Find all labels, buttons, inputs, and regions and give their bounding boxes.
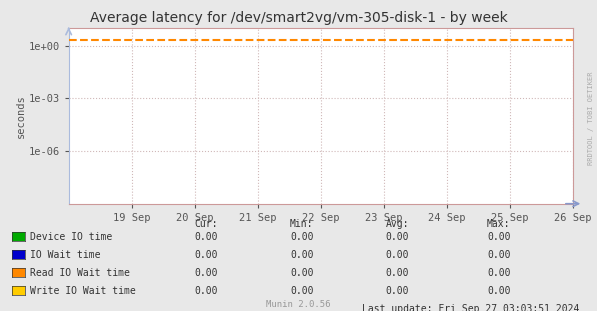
Text: 0.00: 0.00 — [487, 250, 510, 260]
Text: Min:: Min: — [290, 219, 313, 229]
Text: 0.00: 0.00 — [290, 232, 313, 242]
Text: 0.00: 0.00 — [386, 250, 409, 260]
Text: 0.00: 0.00 — [487, 286, 510, 296]
Text: 0.00: 0.00 — [290, 286, 313, 296]
Text: Write IO Wait time: Write IO Wait time — [30, 286, 136, 296]
Text: Last update: Fri Sep 27 03:03:51 2024: Last update: Fri Sep 27 03:03:51 2024 — [362, 304, 579, 311]
Text: Average latency for /dev/smart2vg/vm-305-disk-1 - by week: Average latency for /dev/smart2vg/vm-305… — [90, 11, 507, 25]
Text: 0.00: 0.00 — [195, 232, 218, 242]
Y-axis label: seconds: seconds — [16, 94, 26, 138]
Text: 0.00: 0.00 — [487, 268, 510, 278]
Text: 0.00: 0.00 — [386, 268, 409, 278]
Text: Max:: Max: — [487, 219, 510, 229]
Text: 0.00: 0.00 — [195, 250, 218, 260]
Text: 0.00: 0.00 — [386, 286, 409, 296]
Text: RRDTOOL / TOBI OETIKER: RRDTOOL / TOBI OETIKER — [588, 72, 594, 165]
Text: 0.00: 0.00 — [386, 232, 409, 242]
Text: IO Wait time: IO Wait time — [30, 250, 100, 260]
Text: Read IO Wait time: Read IO Wait time — [30, 268, 130, 278]
Text: 0.00: 0.00 — [195, 286, 218, 296]
Text: Avg:: Avg: — [386, 219, 409, 229]
Text: 0.00: 0.00 — [290, 250, 313, 260]
Text: 0.00: 0.00 — [290, 268, 313, 278]
Text: 0.00: 0.00 — [487, 232, 510, 242]
Text: 0.00: 0.00 — [195, 268, 218, 278]
Text: Device IO time: Device IO time — [30, 232, 112, 242]
Text: Munin 2.0.56: Munin 2.0.56 — [266, 300, 331, 309]
Text: Cur:: Cur: — [195, 219, 218, 229]
